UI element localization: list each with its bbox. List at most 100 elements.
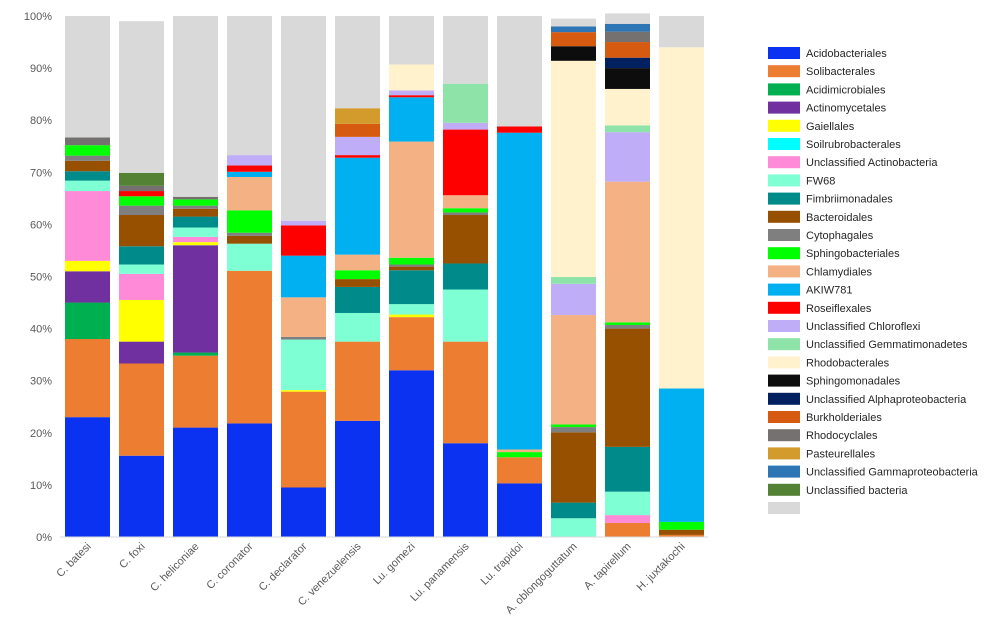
bar-segment-cytophagales xyxy=(119,205,164,216)
y-tick-label: 40% xyxy=(30,324,52,336)
bar-segment-unclassified-gemmatimonadetes xyxy=(605,125,650,133)
legend-label: Chlamydiales xyxy=(806,266,873,278)
x-category-label: Lu. panamensis xyxy=(408,540,472,604)
bar-segment-chlamydiales xyxy=(551,315,596,425)
legend-item-unclassified-actinobacteria: Unclassified Actinobacteria xyxy=(768,156,938,169)
bar-segment-sphingobacteriales xyxy=(443,208,488,213)
bar-segment-acidobacteriales xyxy=(173,427,218,537)
bar-segment-fw68 xyxy=(443,289,488,342)
bar-segment-unclassified-chloroflexi xyxy=(443,122,488,130)
bar-segment-fimbriimonadales xyxy=(389,270,434,305)
legend-swatch xyxy=(768,392,800,405)
y-tick-label: 50% xyxy=(30,272,52,284)
bar-segment-series-25 xyxy=(551,18,596,27)
legend-label: Actinomycetales xyxy=(806,103,887,115)
bar-stack-c-batesi xyxy=(65,16,110,537)
bar-segment-bacteroidales xyxy=(173,208,218,217)
legend-item-pasteurellales: Pasteurellales xyxy=(768,447,876,460)
bar-segment-sphingobacteriales xyxy=(119,196,164,206)
bar-segment-sphingobacteriales xyxy=(173,199,218,206)
bar-segment-series-25 xyxy=(605,13,650,24)
bar-segment-chlamydiales xyxy=(497,449,542,453)
legend-swatch xyxy=(768,65,800,78)
bar-segment-cytophagales xyxy=(173,205,218,209)
legend-item-fw68: FW68 xyxy=(768,174,835,187)
bar-segment-acidobacteriales xyxy=(119,455,164,537)
x-category-label: C. foxi xyxy=(117,541,148,572)
legend-label: Acidobacteriales xyxy=(806,48,887,60)
bar-segment-fimbriimonadales xyxy=(65,171,110,181)
bar-segment-rhodocyclales xyxy=(173,196,218,200)
bar-segment-series-25 xyxy=(497,16,542,127)
bar-stack-c-heliconiae xyxy=(173,16,218,537)
bar-segment-acidobacteriales xyxy=(335,420,380,537)
bar-segment-fimbriimonadales xyxy=(119,246,164,265)
bar-segment-solibacterales xyxy=(281,391,326,488)
bar-segment-solibacterales xyxy=(173,355,218,428)
bar-segment-chlamydiales xyxy=(335,254,380,271)
legend-swatch xyxy=(768,210,800,223)
bar-segment-unclassified-actinobacteria xyxy=(119,273,164,300)
legend-item-gaiellales: Gaiellales xyxy=(768,119,855,133)
bar-segment-gaiellales xyxy=(65,260,110,272)
bar-segment-bacteroidales xyxy=(605,328,650,447)
legend-item-acidobacteriales: Acidobacteriales xyxy=(768,47,887,60)
bar-segment-unclassified-gammaproteobacteria xyxy=(605,23,650,32)
bar-segment-roseiflexales xyxy=(119,191,164,197)
bar-segment-solibacterales xyxy=(335,341,380,421)
bar-segment-roseiflexales xyxy=(335,155,380,158)
bar-segment-series-25 xyxy=(659,16,704,48)
legend-swatch xyxy=(768,192,800,205)
legend-label: Solibacterales xyxy=(806,66,876,78)
bar-segment-unclassified-chloroflexi xyxy=(605,132,650,182)
bar-segment-unclassified-chloroflexi xyxy=(281,220,326,226)
bar-segment-akiw781 xyxy=(389,97,434,142)
bar-segment-fimbriimonadales xyxy=(605,446,650,492)
y-tick-label: 90% xyxy=(30,63,52,75)
y-tick-label: 20% xyxy=(30,428,52,440)
legend-swatch xyxy=(768,465,800,478)
bar-segment-unclassified-actinobacteria xyxy=(605,515,650,523)
legend-swatch xyxy=(768,265,800,278)
legend-item-unclassified-gemmatimonadetes: Unclassified Gemmatimonadetes xyxy=(768,338,968,351)
bar-segment-unclassified-chloroflexi xyxy=(389,90,434,96)
bar-segment-bacteroidales xyxy=(659,529,704,535)
bar-segment-unclassified-alphaproteobacteria xyxy=(605,57,650,69)
legend-swatch xyxy=(768,138,800,150)
bar-segment-akiw781 xyxy=(497,132,542,450)
legend-item-fimbriimonadales: Fimbriimonadales xyxy=(768,192,893,206)
y-tick-label: 0% xyxy=(36,532,52,544)
bar-segment-fimbriimonadales xyxy=(551,502,596,519)
legend-item-unclassified-alphaproteobacteria: Unclassified Alphaproteobacteria xyxy=(768,392,967,406)
bar-segment-cytophagales xyxy=(605,324,650,329)
bar-segment-solibacterales xyxy=(497,457,542,484)
legend-item-unclassified-chloroflexi: Unclassified Chloroflexi xyxy=(768,320,920,333)
bar-segment-unclassified-gemmatimonadetes xyxy=(443,83,488,123)
legend-label: Gaiellales xyxy=(806,121,855,133)
bar-segment-roseiflexales xyxy=(497,126,542,133)
bar-segment-roseiflexales xyxy=(227,165,272,172)
bar-stack-lu-gomezi xyxy=(389,16,434,537)
bar-segment-chlamydiales xyxy=(605,181,650,323)
legend-swatch xyxy=(768,483,800,496)
legend-item-acidimicrobiales: Acidimicrobiales xyxy=(768,83,886,96)
x-category-label: C. coronator xyxy=(204,540,256,592)
bar-segment-acidimicrobiales xyxy=(65,302,110,340)
bar-segment-unclassified-chloroflexi xyxy=(227,155,272,166)
legend-label: FW68 xyxy=(806,175,835,187)
bar-segment-fw68 xyxy=(551,518,596,537)
bar-segment-sphingobacteriales xyxy=(659,521,704,530)
legend-swatch xyxy=(768,119,800,132)
bar-segment-bacteroidales xyxy=(551,432,596,503)
legend-label: Fimbriimonadales xyxy=(806,194,893,206)
bar-segment-rhodobacterales xyxy=(389,64,434,91)
bar-segment-unclassified-bacteria xyxy=(119,172,164,186)
bar-segment-chlamydiales xyxy=(227,176,272,211)
legend-item-rhodocyclales: Rhodocyclales xyxy=(768,429,878,442)
bar-segment-roseiflexales xyxy=(281,225,326,256)
legend-item-bacteroidales: Bacteroidales xyxy=(768,210,873,224)
x-category-label: A. tapirellum xyxy=(582,541,634,593)
bar-segment-actinomycetales xyxy=(173,245,218,353)
bar-segment-sphingobacteriales xyxy=(227,210,272,233)
bar-segment-acidobacteriales xyxy=(389,370,434,537)
